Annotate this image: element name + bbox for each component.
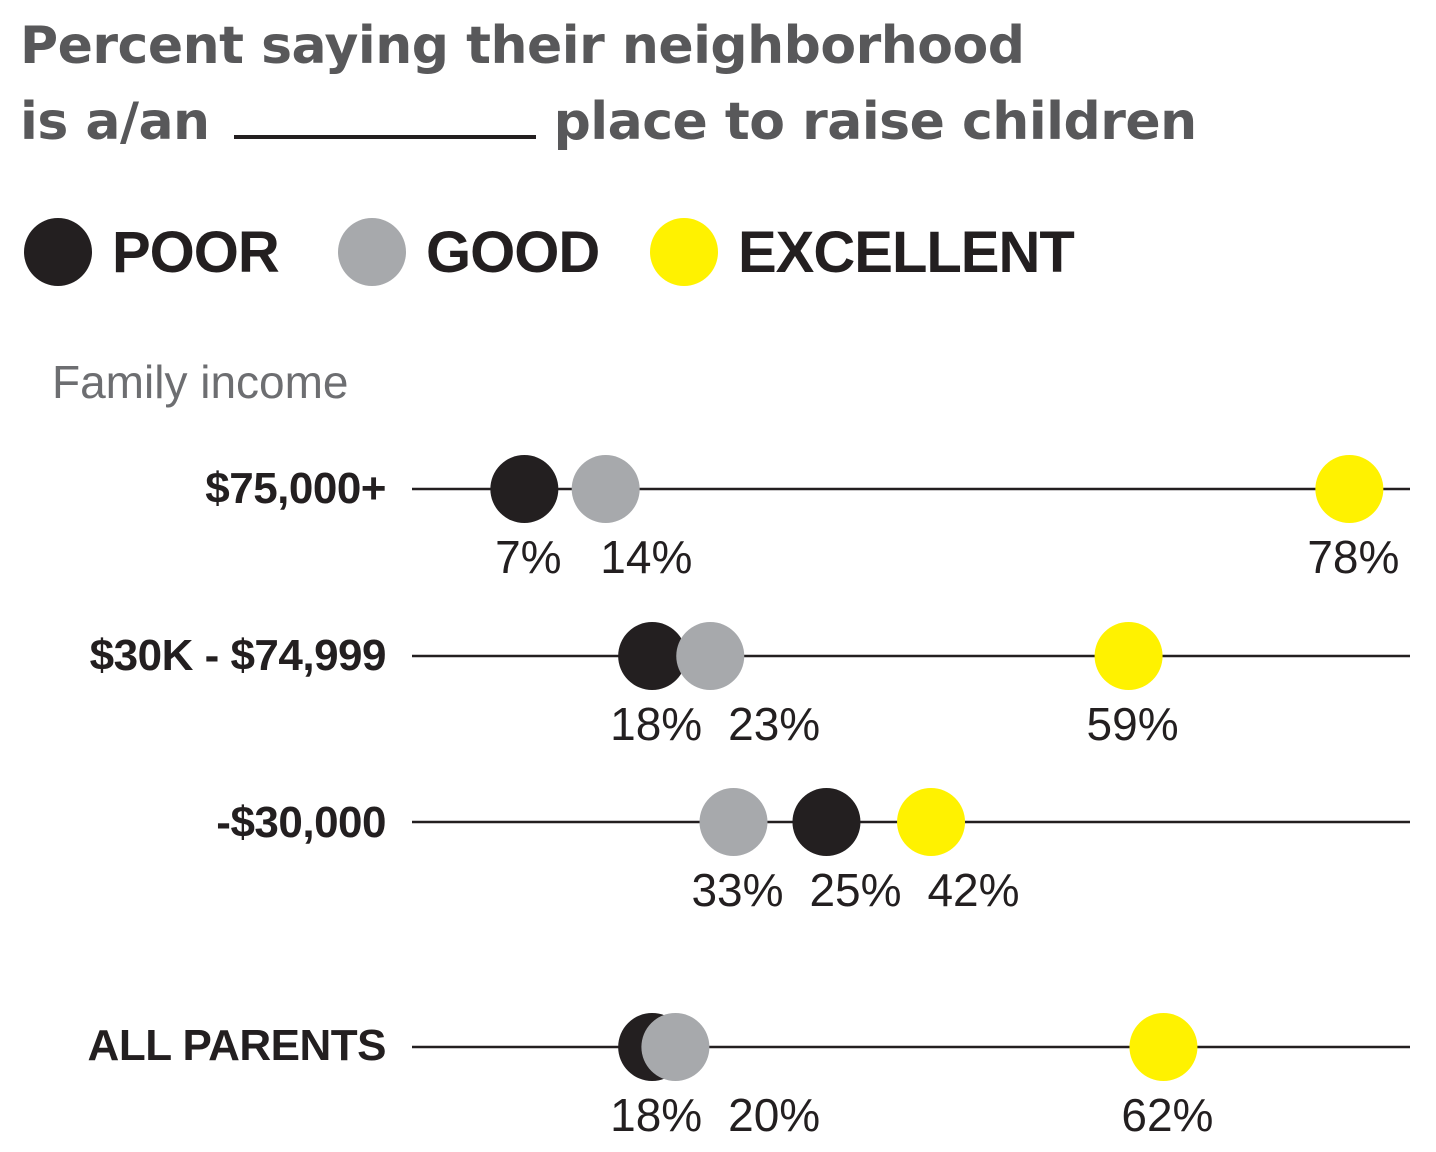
value-label-0-2: 78% bbox=[1307, 531, 1399, 583]
value-label-0-0: 7% bbox=[495, 531, 561, 583]
dot-excellent-0 bbox=[1315, 455, 1384, 523]
dot-excellent-3 bbox=[1129, 1013, 1198, 1081]
dot-good-0 bbox=[571, 455, 640, 523]
row-label-3: ALL PARENTS bbox=[87, 1021, 387, 1070]
value-label-0-1: 14% bbox=[600, 531, 692, 583]
dot-excellent-2 bbox=[897, 788, 966, 856]
title-line-1: Percent saying their neighborhood bbox=[20, 16, 1025, 76]
title-line-2-start: is a/an bbox=[20, 92, 210, 152]
dot-good-2 bbox=[699, 788, 768, 856]
value-label-1-2: 59% bbox=[1087, 698, 1179, 750]
value-label-3-0: 18% bbox=[610, 1089, 702, 1141]
chart-title: Percent saying their neighborhood is a/a… bbox=[20, 8, 1197, 160]
legend-dot-excellent bbox=[650, 218, 718, 286]
title-line-2: is a/an place to raise children bbox=[20, 84, 1197, 160]
dot-good-1 bbox=[676, 622, 745, 690]
value-label-3-1: 20% bbox=[728, 1089, 820, 1141]
dot-excellent-1 bbox=[1094, 622, 1163, 690]
row-label-2: -$30,000 bbox=[216, 798, 386, 847]
value-label-2-2: 42% bbox=[927, 864, 1019, 916]
dot-poor-1 bbox=[618, 622, 687, 690]
title-line-2-end: place to raise children bbox=[553, 92, 1198, 152]
legend-label-good: GOOD bbox=[426, 220, 600, 285]
dot-poor-0 bbox=[490, 455, 559, 523]
value-label-2-0: 33% bbox=[691, 864, 783, 916]
row-label-1: $30K - $74,999 bbox=[89, 631, 387, 680]
value-label-3-2: 62% bbox=[1121, 1089, 1213, 1141]
section-label: Family income bbox=[52, 356, 349, 408]
value-label-1-0: 18% bbox=[610, 698, 702, 750]
row-label-0: $75,000+ bbox=[205, 464, 386, 513]
legend-label-excellent: EXCELLENT bbox=[738, 220, 1075, 285]
dot-good-3 bbox=[641, 1013, 710, 1081]
value-label-1-1: 23% bbox=[728, 698, 820, 750]
value-label-2-1: 25% bbox=[809, 864, 901, 916]
title-blank-line bbox=[233, 115, 536, 139]
legend-dot-poor bbox=[24, 218, 92, 286]
dot-poor-2 bbox=[792, 788, 861, 856]
legend-dot-good bbox=[338, 218, 406, 286]
legend-label-poor: POOR bbox=[112, 220, 280, 285]
